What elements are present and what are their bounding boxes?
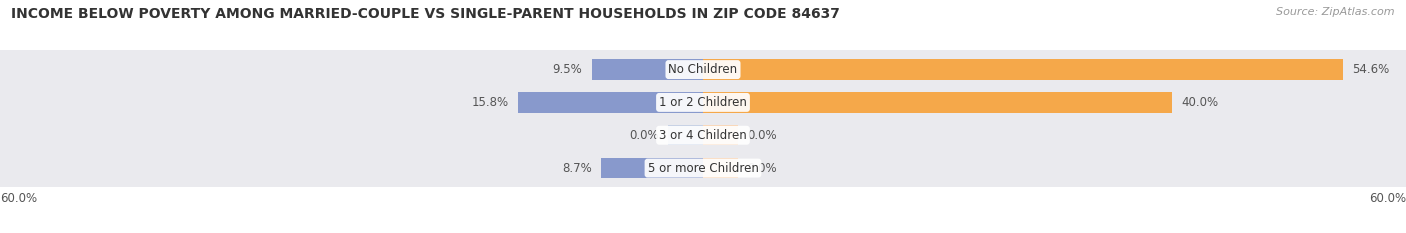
Text: 0.0%: 0.0% xyxy=(748,161,778,175)
Bar xyxy=(0,83,1406,122)
Bar xyxy=(703,92,1171,113)
Text: 1 or 2 Children: 1 or 2 Children xyxy=(659,96,747,109)
Text: 5 or more Children: 5 or more Children xyxy=(648,161,758,175)
Bar xyxy=(668,125,703,145)
Bar xyxy=(0,50,1406,89)
Bar xyxy=(517,92,703,113)
Text: 60.0%: 60.0% xyxy=(1369,192,1406,205)
Text: 54.6%: 54.6% xyxy=(1353,63,1389,76)
Text: 15.8%: 15.8% xyxy=(471,96,509,109)
Text: 60.0%: 60.0% xyxy=(0,192,37,205)
Text: Source: ZipAtlas.com: Source: ZipAtlas.com xyxy=(1277,7,1395,17)
Text: 8.7%: 8.7% xyxy=(562,161,592,175)
Text: No Children: No Children xyxy=(668,63,738,76)
Text: 0.0%: 0.0% xyxy=(628,129,658,142)
Bar xyxy=(0,149,1406,187)
Bar xyxy=(602,158,703,178)
Bar xyxy=(0,116,1406,154)
Text: INCOME BELOW POVERTY AMONG MARRIED-COUPLE VS SINGLE-PARENT HOUSEHOLDS IN ZIP COD: INCOME BELOW POVERTY AMONG MARRIED-COUPL… xyxy=(11,7,841,21)
Text: 9.5%: 9.5% xyxy=(553,63,582,76)
Bar xyxy=(703,158,738,178)
Bar xyxy=(703,59,1343,80)
Bar xyxy=(703,125,738,145)
Text: 0.0%: 0.0% xyxy=(748,129,778,142)
Bar xyxy=(592,59,703,80)
Text: 40.0%: 40.0% xyxy=(1181,96,1218,109)
Text: 3 or 4 Children: 3 or 4 Children xyxy=(659,129,747,142)
